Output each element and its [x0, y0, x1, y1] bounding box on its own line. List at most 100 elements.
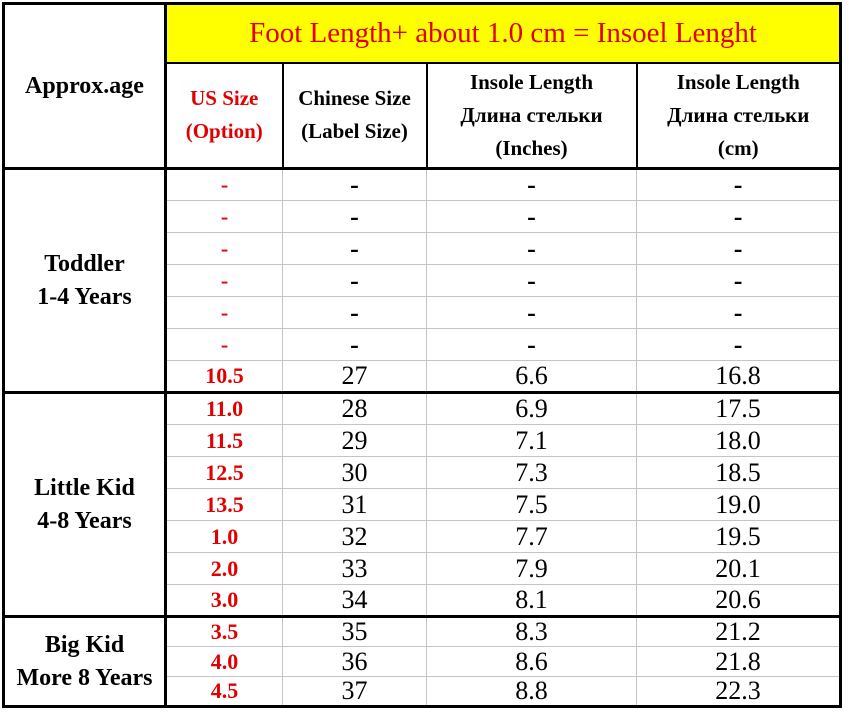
table-row: ---- [4, 232, 842, 265]
us-size-cell: 4.5 [165, 676, 283, 707]
insole-inches-cell: - [426, 264, 637, 297]
age-group-label-line: More 8 Years [16, 664, 153, 691]
chinese-size-cell: - [282, 167, 427, 201]
us-size-cell: - [165, 328, 283, 361]
chinese-size-cell: 34 [282, 584, 427, 617]
insole-cm-header-line2: Длина стельки [667, 102, 810, 127]
chinese-size-cell: 36 [282, 646, 427, 677]
insole-cm-cell: - [635, 200, 842, 233]
table-row: 11.5 29 7.1 18.0 [4, 424, 842, 457]
insole-cm-header-line1: Insole Length [676, 69, 800, 94]
insole-inches-cell: - [426, 200, 637, 233]
insole-inches-cell: - [426, 328, 637, 361]
insole-inches-cell: 7.1 [426, 424, 637, 457]
table-row: ---- [4, 200, 842, 233]
insole-inches-cell: - [426, 296, 637, 329]
table-row: 4.0 36 8.6 21.8 [4, 646, 842, 677]
us-size-cell: 11.5 [165, 424, 283, 457]
table-row: Little Kid 4-8 Years 11.0 28 6.9 17.5 [3, 391, 842, 618]
table-row: 3.0 34 8.1 20.6 [4, 584, 842, 617]
us-size-cell: 1.0 [165, 520, 283, 553]
insole-cm-cell: 21.2 [635, 615, 842, 647]
chinese-size-cell: 37 [282, 676, 427, 707]
age-group-label: Toddler 1-4 Years [3, 167, 167, 394]
insole-inches-cell: 7.7 [426, 520, 637, 553]
insole-inches-cell: 6.6 [426, 360, 637, 393]
chinese-size-cell: - [282, 232, 427, 265]
insole-cm-cell: - [635, 167, 842, 201]
insole-inches-cell: 7.5 [426, 488, 637, 521]
insole-inches-header-line3: (Inches) [495, 135, 568, 160]
us-size-cell: - [165, 167, 283, 201]
table-row: ---- [4, 328, 842, 361]
banner-title: Foot Length+ about 1.0 cm = Insoel Lengh… [163, 3, 842, 64]
us-size-cell: 2.0 [165, 552, 283, 585]
insole-inches-header-line1: Insole Length [469, 69, 594, 94]
age-group-label-line: 1-4 Years [37, 283, 132, 310]
table-row: 1.0 32 7.7 19.5 [4, 520, 842, 553]
age-group-label-line: Toddler [44, 250, 125, 277]
table-row: ---- [4, 264, 842, 297]
insole-inches-cell: 7.9 [426, 552, 637, 585]
insole-cm-header-line3: (cm) [717, 135, 759, 160]
insole-cm-cell: 20.6 [635, 584, 842, 617]
age-column-header: Approx.age [3, 3, 167, 170]
chinese-size-header: Chinese Size (Label Size) [281, 61, 428, 170]
chinese-size-header-line1: Chinese Size [298, 86, 411, 111]
insole-cm-cell: 19.5 [635, 520, 842, 553]
us-size-cell: - [165, 200, 283, 233]
table-row: 4.5 37 8.8 22.3 [4, 676, 842, 707]
age-group-label-line: Big Kid [44, 631, 125, 658]
table-row: 10.5 27 6.6 16.8 [4, 360, 842, 393]
insole-inches-cell: - [426, 232, 637, 265]
chinese-size-cell: - [282, 328, 427, 361]
insole-inches-cell: - [426, 167, 637, 201]
chinese-size-cell: 33 [282, 552, 427, 585]
us-size-cell: 3.0 [165, 584, 283, 617]
insole-inches-cell: 7.3 [426, 456, 637, 489]
age-group-label-line: Little Kid [34, 474, 135, 501]
insole-cm-cell: 18.0 [635, 424, 842, 457]
us-size-cell: 12.5 [165, 456, 283, 489]
us-size-cell: - [165, 296, 283, 329]
insole-cm-cell: 20.1 [635, 552, 842, 585]
us-size-cell: 10.5 [165, 360, 283, 393]
insole-cm-cell: 22.3 [635, 676, 842, 707]
chinese-size-cell: 28 [282, 391, 427, 425]
us-size-header-line2: (Option) [185, 119, 263, 144]
insole-inches-cell: 8.6 [426, 646, 637, 677]
us-size-cell: - [165, 232, 283, 265]
chinese-size-header-line2: (Label Size) [301, 119, 408, 144]
insole-cm-cell: - [635, 328, 842, 361]
chinese-size-cell: 35 [282, 615, 427, 647]
insole-inches-cell: 8.3 [426, 615, 637, 647]
insole-inches-cell: 8.1 [426, 584, 637, 617]
insole-cm-header: Insole Length Длина стельки (cm) [635, 61, 842, 170]
chinese-size-cell: - [282, 264, 427, 297]
table-row: 13.5 31 7.5 19.0 [4, 488, 842, 521]
insole-cm-cell: 17.5 [635, 391, 842, 425]
insole-inches-header: Insole Length Длина стельки (Inches) [425, 61, 638, 170]
insole-cm-cell: - [635, 296, 842, 329]
table-row: ---- [4, 296, 842, 329]
table-row: 12.5 30 7.3 18.5 [4, 456, 842, 489]
insole-cm-cell: 18.5 [635, 456, 842, 489]
us-size-cell: 13.5 [165, 488, 283, 521]
age-group-label-line: 4-8 Years [37, 507, 132, 534]
chinese-size-cell: 31 [282, 488, 427, 521]
insole-cm-cell: - [635, 264, 842, 297]
us-size-cell: 4.0 [165, 646, 283, 677]
us-size-cell: 11.0 [165, 391, 283, 425]
chinese-size-cell: 27 [282, 360, 427, 393]
chinese-size-cell: - [282, 200, 427, 233]
us-size-header: US Size (Option) [164, 61, 284, 170]
chinese-size-cell: 30 [282, 456, 427, 489]
us-size-cell: 3.5 [165, 615, 283, 647]
insole-inches-cell: 6.9 [426, 391, 637, 425]
insole-inches-cell: 8.8 [426, 676, 637, 707]
size-chart-table: Approx.age Foot Length+ about 1.0 cm = I… [2, 2, 843, 708]
chinese-size-cell: 32 [282, 520, 427, 553]
age-group-label: Little Kid 4-8 Years [3, 391, 167, 618]
insole-cm-cell: 16.8 [635, 360, 842, 393]
